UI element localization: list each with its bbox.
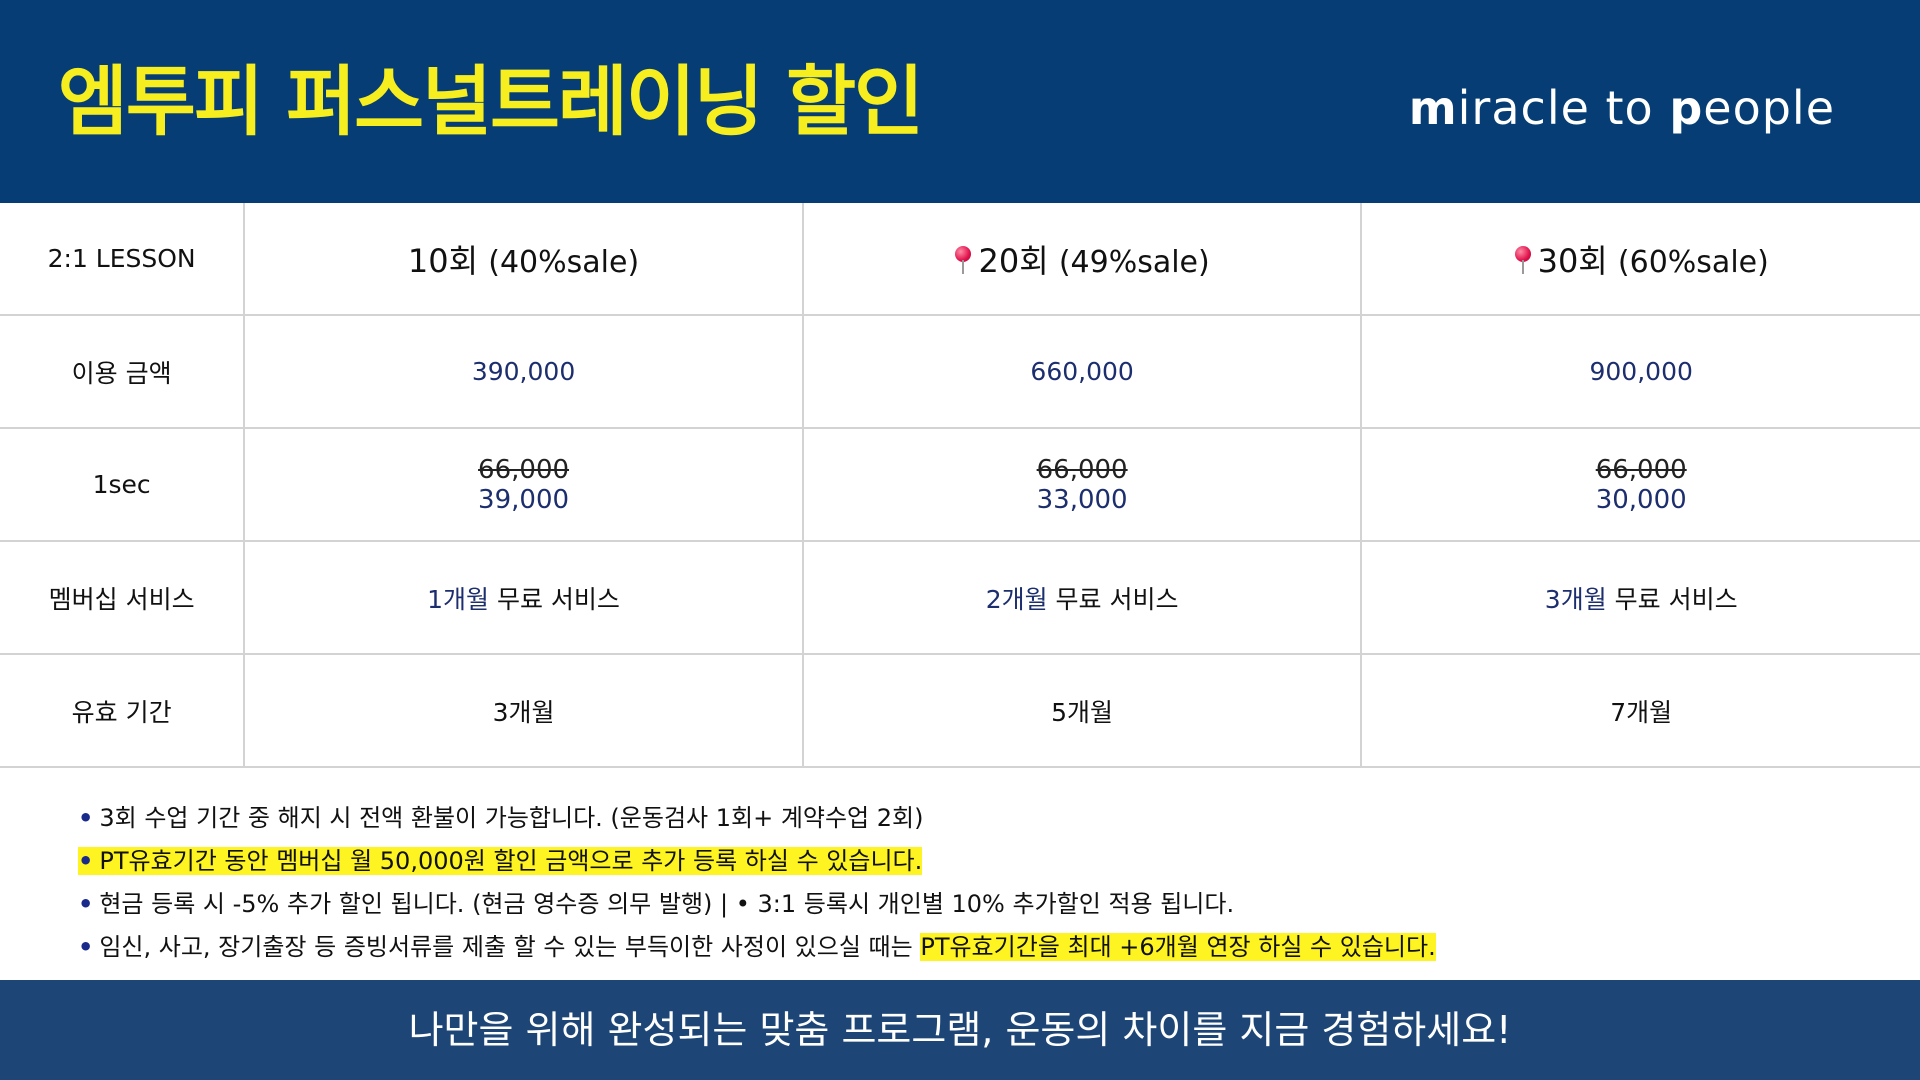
footer-slogan: 나만을 위해 완성되는 맞춤 프로그램, 운동의 차이를 지금 경험하세요!: [408, 1008, 1512, 1052]
service-months: 2개월: [985, 584, 1048, 614]
plan-sale: (40%sale): [488, 244, 640, 280]
header-banner: 엠투피 퍼스널트레이닝 할인 miracle to people: [0, 0, 1920, 203]
sec-cell: 66,000 33,000: [801, 427, 1363, 542]
pricing-table: 2:1 LESSON 10회 (40%sale) 20회 (49%sale) 3…: [0, 203, 1920, 768]
service-months: 1개월: [427, 584, 490, 614]
brand-initial-p: p: [1669, 81, 1704, 135]
note-highlight: PT유효기간을 최대 +6개월 연장 하실 수 있습니다.: [920, 933, 1436, 961]
brand-initial-m: m: [1408, 81, 1458, 135]
row-label-service: 멤버십 서비스: [0, 540, 246, 655]
notes-list: • 3회 수업 기간 중 해지 시 전액 환불이 가능합니다. (운동검사 1회+…: [78, 797, 1436, 969]
row-label-validity: 유효 기간: [0, 653, 246, 768]
plan-count: 30회: [1537, 241, 1608, 280]
plan-header-30: 30회 (60%sale): [1360, 203, 1920, 316]
price-cell: 660,000: [801, 314, 1363, 429]
service-text: 무료 서비스: [489, 584, 620, 614]
plan-sale: (60%sale): [1617, 244, 1769, 280]
price-cell: 900,000: [1360, 314, 1920, 429]
service-text: 무료 서비스: [1047, 584, 1179, 614]
table-row-header: 2:1 LESSON 10회 (40%sale) 20회 (49%sale) 3…: [0, 203, 1920, 316]
page-title: 엠투피 퍼스널트레이닝 할인: [58, 57, 924, 146]
validity-cell: 5개월: [801, 653, 1363, 768]
corner-label: 2:1 LESSON: [0, 203, 246, 316]
note-text: 3회 수업 기간 중 해지 시 전액 환불이 가능합니다. (운동검사 1회+ …: [99, 804, 924, 832]
sec-original-price: 66,000: [1036, 454, 1128, 485]
bullet-icon: •: [78, 847, 94, 875]
sec-discount-price: 39,000: [478, 484, 570, 515]
validity-cell: 7개월: [1360, 653, 1920, 768]
table-row-validity: 유효 기간 3개월 5개월 7개월: [0, 653, 1920, 768]
note-item: • PT유효기간 동안 멤버십 월 50,000원 할인 금액으로 추가 등록 하…: [78, 840, 1436, 883]
brand-logo: miracle to people: [1409, 78, 1835, 138]
brand-text-1: iracle to: [1457, 81, 1670, 135]
table-row-price: 이용 금액 390,000 660,000 900,000: [0, 314, 1920, 429]
service-text: 무료 서비스: [1606, 584, 1738, 614]
plan-count: 20회: [978, 241, 1049, 280]
service-months: 3개월: [1544, 584, 1607, 614]
note-highlight: • PT유효기간 동안 멤버십 월 50,000원 할인 금액으로 추가 등록 하…: [78, 847, 923, 875]
plan-header-10: 10회 (40%sale): [243, 203, 804, 316]
note-item: • 3회 수업 기간 중 해지 시 전액 환불이 가능합니다. (운동검사 1회+…: [78, 797, 1436, 840]
plan-count: 10회: [407, 241, 479, 280]
service-cell: 2개월 무료 서비스: [801, 540, 1363, 655]
bullet-icon: •: [78, 804, 94, 832]
row-label-sec: 1sec: [0, 427, 246, 542]
note-item: • 현금 등록 시 -5% 추가 할인 됩니다. (현금 영수증 의무 발행) |…: [78, 883, 1436, 926]
plan-sale: (49%sale): [1058, 244, 1210, 280]
sec-discount-price: 33,000: [1036, 484, 1128, 515]
sec-discount-price: 30,000: [1595, 484, 1687, 515]
table-row-service: 멤버십 서비스 1개월 무료 서비스 2개월 무료 서비스 3개월 무료 서비스: [0, 540, 1920, 655]
validity-cell: 3개월: [243, 653, 804, 768]
pushpin-icon: [1514, 245, 1532, 274]
brand-text-2: eople: [1703, 81, 1835, 135]
note-text: 임신, 사고, 장기출장 등 증빙서류를 제출 할 수 있는 부득이한 사정이 …: [99, 933, 921, 961]
service-cell: 3개월 무료 서비스: [1360, 540, 1920, 655]
bullet-icon: •: [78, 890, 94, 918]
note-text: PT유효기간 동안 멤버십 월 50,000원 할인 금액으로 추가 등록 하실…: [99, 847, 923, 875]
price-cell: 390,000: [243, 314, 804, 429]
service-cell: 1개월 무료 서비스: [243, 540, 804, 655]
plan-header-20: 20회 (49%sale): [801, 203, 1363, 316]
row-label-price: 이용 금액: [0, 314, 246, 429]
sec-cell: 66,000 30,000: [1360, 427, 1920, 542]
pushpin-icon: [954, 245, 972, 274]
sec-original-price: 66,000: [1595, 454, 1687, 485]
bullet-icon: •: [78, 933, 94, 961]
sec-original-price: 66,000: [478, 454, 570, 485]
note-item: • 임신, 사고, 장기출장 등 증빙서류를 제출 할 수 있는 부득이한 사정이…: [78, 926, 1436, 969]
table-row-sec: 1sec 66,000 39,000 66,000 33,000 66,000 30,…: [0, 427, 1920, 542]
note-text: 현금 등록 시 -5% 추가 할인 됩니다. (현금 영수증 의무 발행) | …: [99, 890, 1235, 918]
footer-banner: 나만을 위해 완성되는 맞춤 프로그램, 운동의 차이를 지금 경험하세요!: [0, 980, 1920, 1080]
sec-cell: 66,000 39,000: [243, 427, 804, 542]
